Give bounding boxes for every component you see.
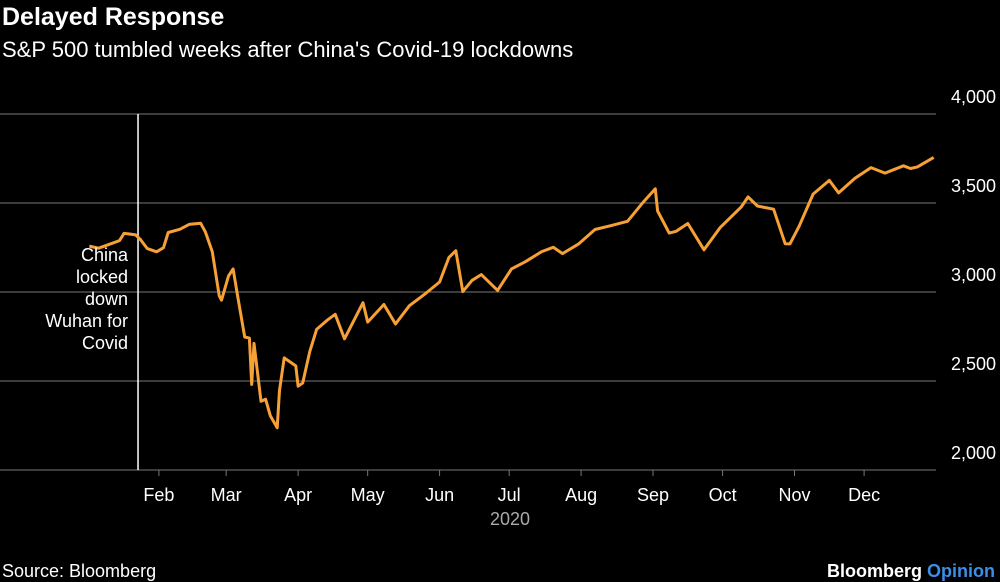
line — [88, 156, 935, 430]
x-tick-label: Jul — [498, 485, 521, 505]
chart-subtitle: S&P 500 tumbled weeks after China's Covi… — [2, 37, 573, 62]
brand-suffix: Opinion — [927, 561, 995, 581]
y-tick-label: 4,000 — [951, 87, 996, 107]
source: Source: Bloomberg — [2, 561, 156, 581]
x-tick-label: Jun — [425, 485, 454, 505]
y-tick-label: 2,500 — [951, 354, 996, 374]
y-tick-label: 3,000 — [951, 265, 996, 285]
x-axis-label: 2020 — [490, 509, 530, 529]
annotation-text: China locked down Wuhan for Covid — [45, 245, 128, 353]
x-tick-label: Apr — [284, 485, 312, 505]
x-tick-label: Feb — [143, 485, 174, 505]
x-tick-label: Aug — [565, 485, 597, 505]
brand: Bloomberg Opinion — [827, 561, 995, 581]
x-tick-label: Nov — [778, 485, 810, 505]
x-tick-label: May — [351, 485, 385, 505]
x-tick-label: Oct — [709, 485, 737, 505]
brand-name: Bloomberg — [827, 561, 922, 581]
y-tick-label: 2,000 — [951, 443, 996, 463]
x-tick-label: Mar — [211, 485, 242, 505]
y-tick-label: 3,500 — [951, 176, 996, 196]
chart-title: Delayed Response — [2, 3, 224, 31]
x-tick-label: Sep — [637, 485, 669, 505]
x-tick-label: Dec — [848, 485, 880, 505]
